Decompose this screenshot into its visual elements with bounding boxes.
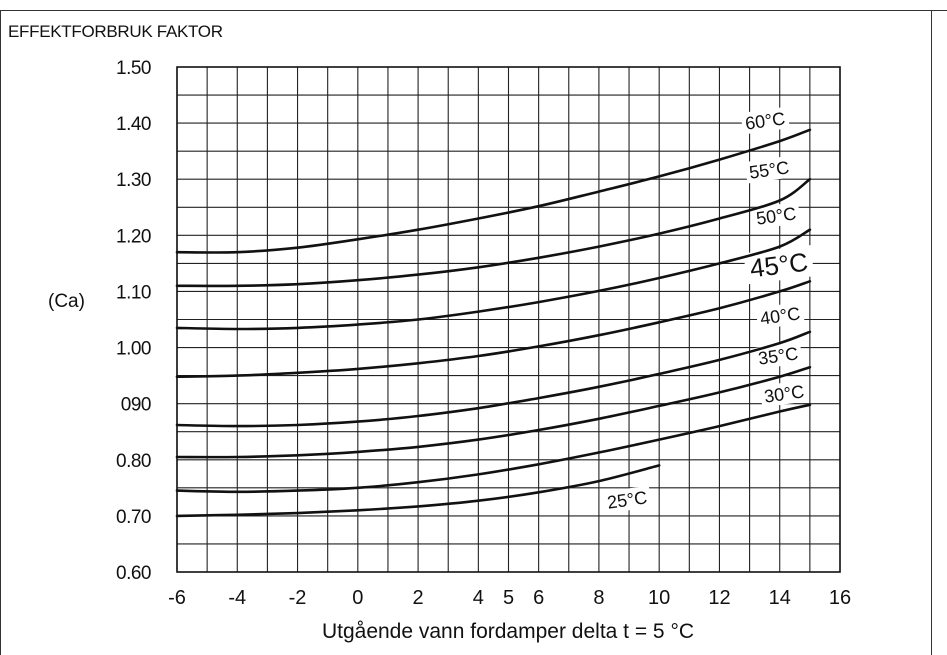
series-label-bg (751, 201, 801, 230)
x-tick-label: 12 (708, 587, 730, 609)
series-line (175, 177, 812, 288)
x-tick-label: 5 (503, 587, 514, 609)
x-tick-label: -2 (289, 587, 307, 609)
y-tick-label: 1.00 (116, 339, 151, 360)
x-tick-label: 2 (413, 587, 424, 609)
series-line (175, 128, 812, 254)
y-tick-label: 0.80 (116, 451, 151, 472)
x-tick-label: 4 (473, 587, 484, 609)
y-tick-label: 1.30 (116, 170, 151, 191)
series-line (175, 280, 812, 378)
x-tick-label: 16 (829, 587, 851, 609)
x-tick-label: -4 (228, 587, 246, 609)
series-label: 25°C (606, 487, 649, 512)
chart-title: EFFEKTFORBRUK FAKTOR (8, 22, 223, 41)
y-tick-label: 1.50 (116, 58, 151, 79)
x-tick-label: 8 (593, 587, 604, 609)
series-label-bg (743, 245, 815, 285)
y-tick-label: 090 (121, 395, 151, 416)
series-line (175, 365, 812, 459)
y-tick-label: 1.20 (116, 226, 151, 247)
series-line (175, 228, 812, 331)
x-tick-label: 14 (769, 587, 791, 609)
x-tick-label: 10 (648, 587, 670, 609)
x-tick-label: -6 (168, 587, 186, 609)
series-line (175, 403, 812, 494)
series-label: 30°C (763, 381, 806, 406)
series-label-bg (602, 485, 652, 514)
y-tick-label: 1.10 (116, 282, 151, 303)
series-label-bg (759, 379, 809, 408)
series-label-bg (755, 301, 805, 330)
y-tick-label: 0.70 (116, 507, 151, 528)
series-label: 40°C (759, 303, 802, 328)
series-line (175, 330, 812, 428)
y-axis-label: (Ca) (48, 291, 85, 312)
y-tick-label: 1.40 (116, 114, 151, 135)
x-axis-label: Utgående vann fordamper delta t = 5 °C (321, 620, 695, 643)
x-tick-label: 0 (352, 587, 363, 609)
plot-border (176, 66, 841, 573)
series-line (175, 464, 661, 518)
x-tick-label: 6 (533, 587, 544, 609)
y-tick-label: 0.60 (116, 563, 151, 584)
series-label-bg (740, 106, 790, 135)
series-label-bg (744, 155, 794, 184)
